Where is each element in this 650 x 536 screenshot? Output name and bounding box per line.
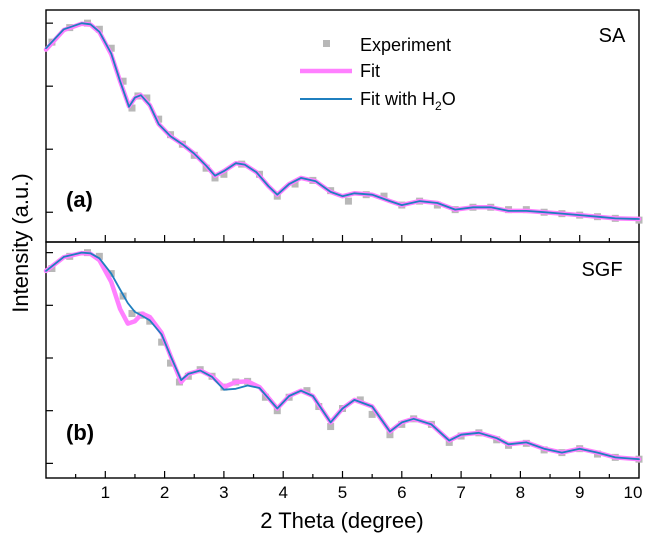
panel-b-experiment-point bbox=[303, 387, 311, 395]
panel-a-fit-line bbox=[43, 21, 642, 222]
panel-a-experiment-points bbox=[48, 19, 643, 224]
panel-a-experiment-point bbox=[380, 192, 388, 200]
legend-fit-water-label: Fit with H2O bbox=[360, 89, 456, 113]
panel-a-experiment-point bbox=[128, 104, 136, 112]
panel-a: (a) SA bbox=[43, 9, 643, 243]
x-tick-label: 8 bbox=[516, 483, 525, 502]
panel-b-fit-line bbox=[43, 250, 642, 462]
panel-a-experiment-point bbox=[143, 94, 151, 102]
x-tick-label: 7 bbox=[456, 483, 465, 502]
legend-experiment-label: Experiment bbox=[360, 35, 451, 55]
x-tick-label: 9 bbox=[575, 483, 584, 502]
x-tick-label: 5 bbox=[338, 483, 347, 502]
panel-a-experiment-point bbox=[220, 170, 228, 178]
x-tick-label: 2 bbox=[160, 483, 169, 502]
panel-b-letter: (b) bbox=[66, 420, 94, 445]
x-tick-label: 6 bbox=[397, 483, 406, 502]
panel-a-fit-water-line bbox=[45, 22, 640, 220]
x-tick-labels: 1 2 3 4 5 6 7 8 9 10 bbox=[101, 483, 643, 502]
panel-a-fit-lines bbox=[43, 21, 642, 222]
y-axis-title: Intensity (a.u.) bbox=[8, 173, 33, 312]
panel-b-experiment-point bbox=[128, 309, 136, 317]
legend: Experiment Fit Fit with H2O bbox=[300, 35, 456, 113]
x-tick-label: 1 bbox=[101, 483, 110, 502]
legend-fit-water-sub: 2 bbox=[435, 99, 442, 113]
panel-a-sample-label: SA bbox=[599, 25, 626, 47]
x-axis-title: 2 Theta (degree) bbox=[260, 508, 423, 533]
legend-fit-label: Fit bbox=[360, 61, 380, 81]
panel-a-experiment-point bbox=[119, 77, 127, 85]
panel-a-experiment-point bbox=[107, 44, 115, 52]
panel-b-experiment-point bbox=[167, 359, 175, 367]
panel-a-letter: (a) bbox=[66, 187, 93, 212]
x-tick-label: 4 bbox=[278, 483, 287, 502]
x-tick-label: 10 bbox=[624, 483, 643, 502]
panel-b-frame bbox=[45, 241, 640, 479]
legend-experiment-marker bbox=[323, 40, 330, 47]
panel-b-experiment-points bbox=[48, 249, 643, 463]
panel-b-experiment-point bbox=[386, 431, 394, 439]
panel-a-experiment-point bbox=[291, 180, 299, 188]
panel-b-sample-label: SGF bbox=[581, 259, 622, 281]
x-tick-label: 3 bbox=[219, 483, 228, 502]
panel-b-fit-lines bbox=[43, 250, 642, 462]
panel-b-experiment-point bbox=[95, 252, 103, 260]
legend-fit-water-prefix: Fit with H bbox=[360, 89, 435, 109]
panel-b-experiment-point bbox=[327, 423, 335, 431]
panel-b: (b) SGF bbox=[43, 241, 643, 479]
panel-b-fit-water-line bbox=[45, 251, 640, 461]
panel-a-frame bbox=[45, 9, 640, 243]
panel-b-experiment-point bbox=[158, 338, 166, 346]
panel-b-experiment-point bbox=[368, 410, 376, 418]
panel-b-ticks bbox=[46, 252, 610, 478]
legend-fit-water-suffix: O bbox=[442, 89, 456, 109]
panel-a-experiment-point bbox=[344, 197, 352, 205]
